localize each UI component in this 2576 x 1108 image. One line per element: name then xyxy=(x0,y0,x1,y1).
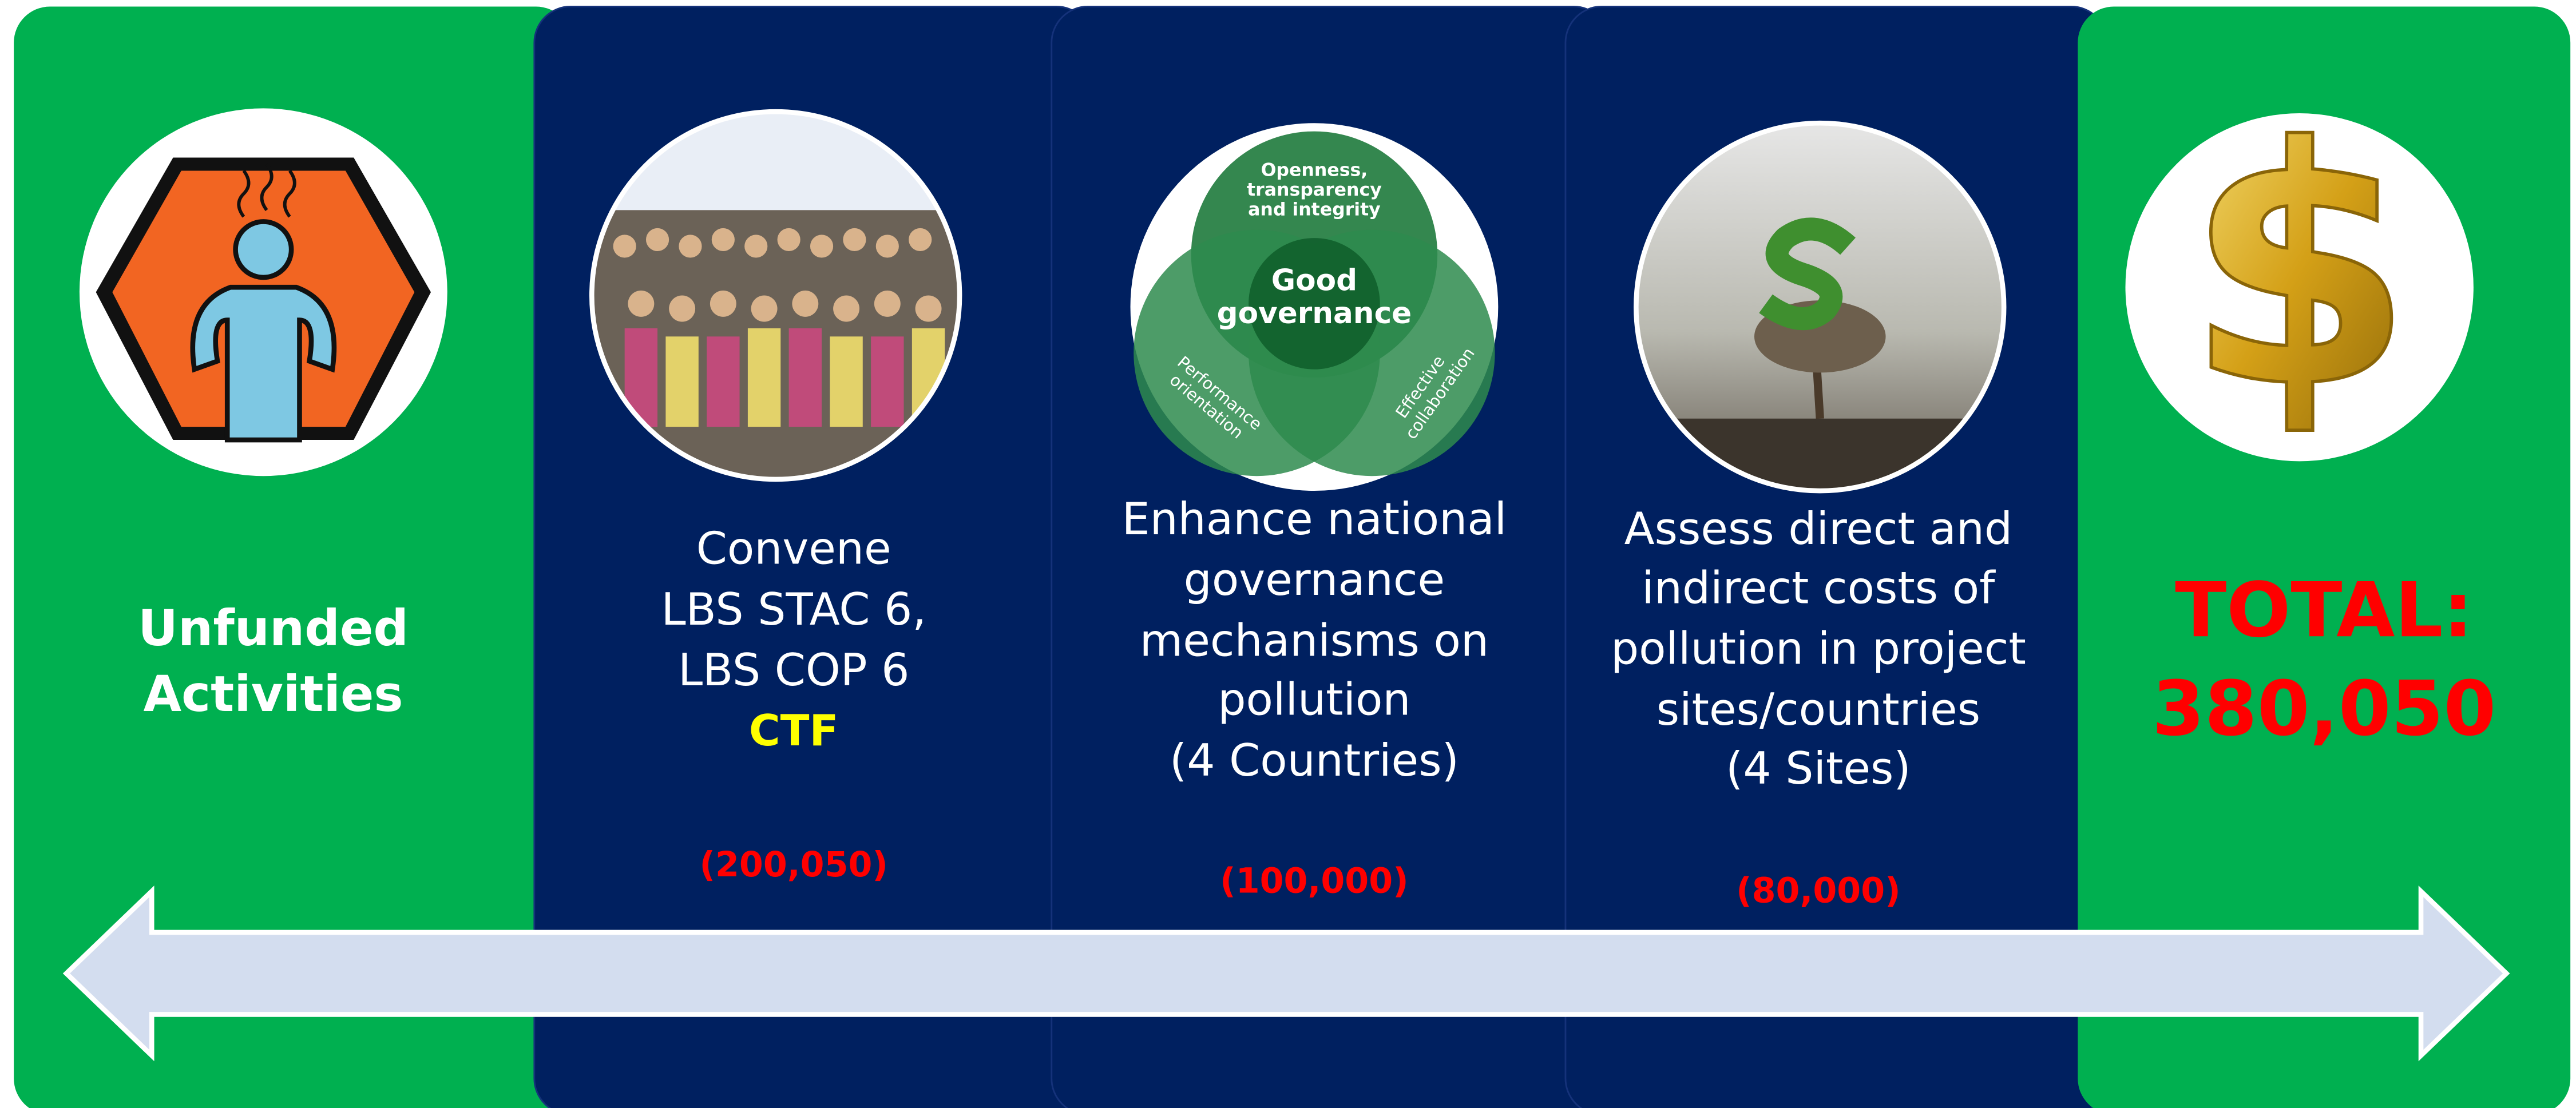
page: $ Unfunded Activities Convene LBS STAC 6, LB… xyxy=(0,0,2576,1108)
panel-text: Unfunded xyxy=(138,600,409,657)
infographic: $ Unfunded Activities Convene LBS STAC 6, LB… xyxy=(0,0,2576,1108)
panel-text: governance xyxy=(1184,554,1445,606)
amount: (200,050) xyxy=(699,845,888,885)
panel-text: Assess direct and xyxy=(1624,503,2013,555)
governance-label: and integrity xyxy=(1248,199,1381,220)
panel-text: (4 Countries) xyxy=(1170,735,1459,787)
panel-text: TOTAL: xyxy=(2175,566,2473,654)
panel-text: Enhance national xyxy=(1122,494,1507,545)
panel-text: 380,050 xyxy=(2152,665,2496,753)
panel-text: LBS COP 6 xyxy=(678,645,909,696)
panel-text: indirect costs of xyxy=(1642,563,1996,614)
panel-text: LBS STAC 6, xyxy=(661,584,926,636)
panel-text: pollution in project xyxy=(1611,624,2026,675)
icon-dollar: $ xyxy=(2185,78,2413,460)
panel-text: (4 Sites) xyxy=(1726,743,1911,795)
panel-text: Convene xyxy=(696,523,891,575)
governance-center: governance xyxy=(1217,296,1412,331)
icon-unfunded xyxy=(80,108,447,476)
funding-source: CTF xyxy=(749,706,839,756)
panel-text: pollution xyxy=(1218,674,1410,726)
panel-text: mechanisms on xyxy=(1140,615,1489,666)
governance-center: Good xyxy=(1271,264,1357,298)
panel-text: sites/countries xyxy=(1656,684,1980,736)
amount: (100,000) xyxy=(1220,861,1409,901)
panel-text: Activities xyxy=(143,666,403,723)
amount: (80,000) xyxy=(1736,871,1901,911)
governance-label: Openness, xyxy=(1261,160,1368,180)
governance-label: transparency xyxy=(1247,180,1382,200)
